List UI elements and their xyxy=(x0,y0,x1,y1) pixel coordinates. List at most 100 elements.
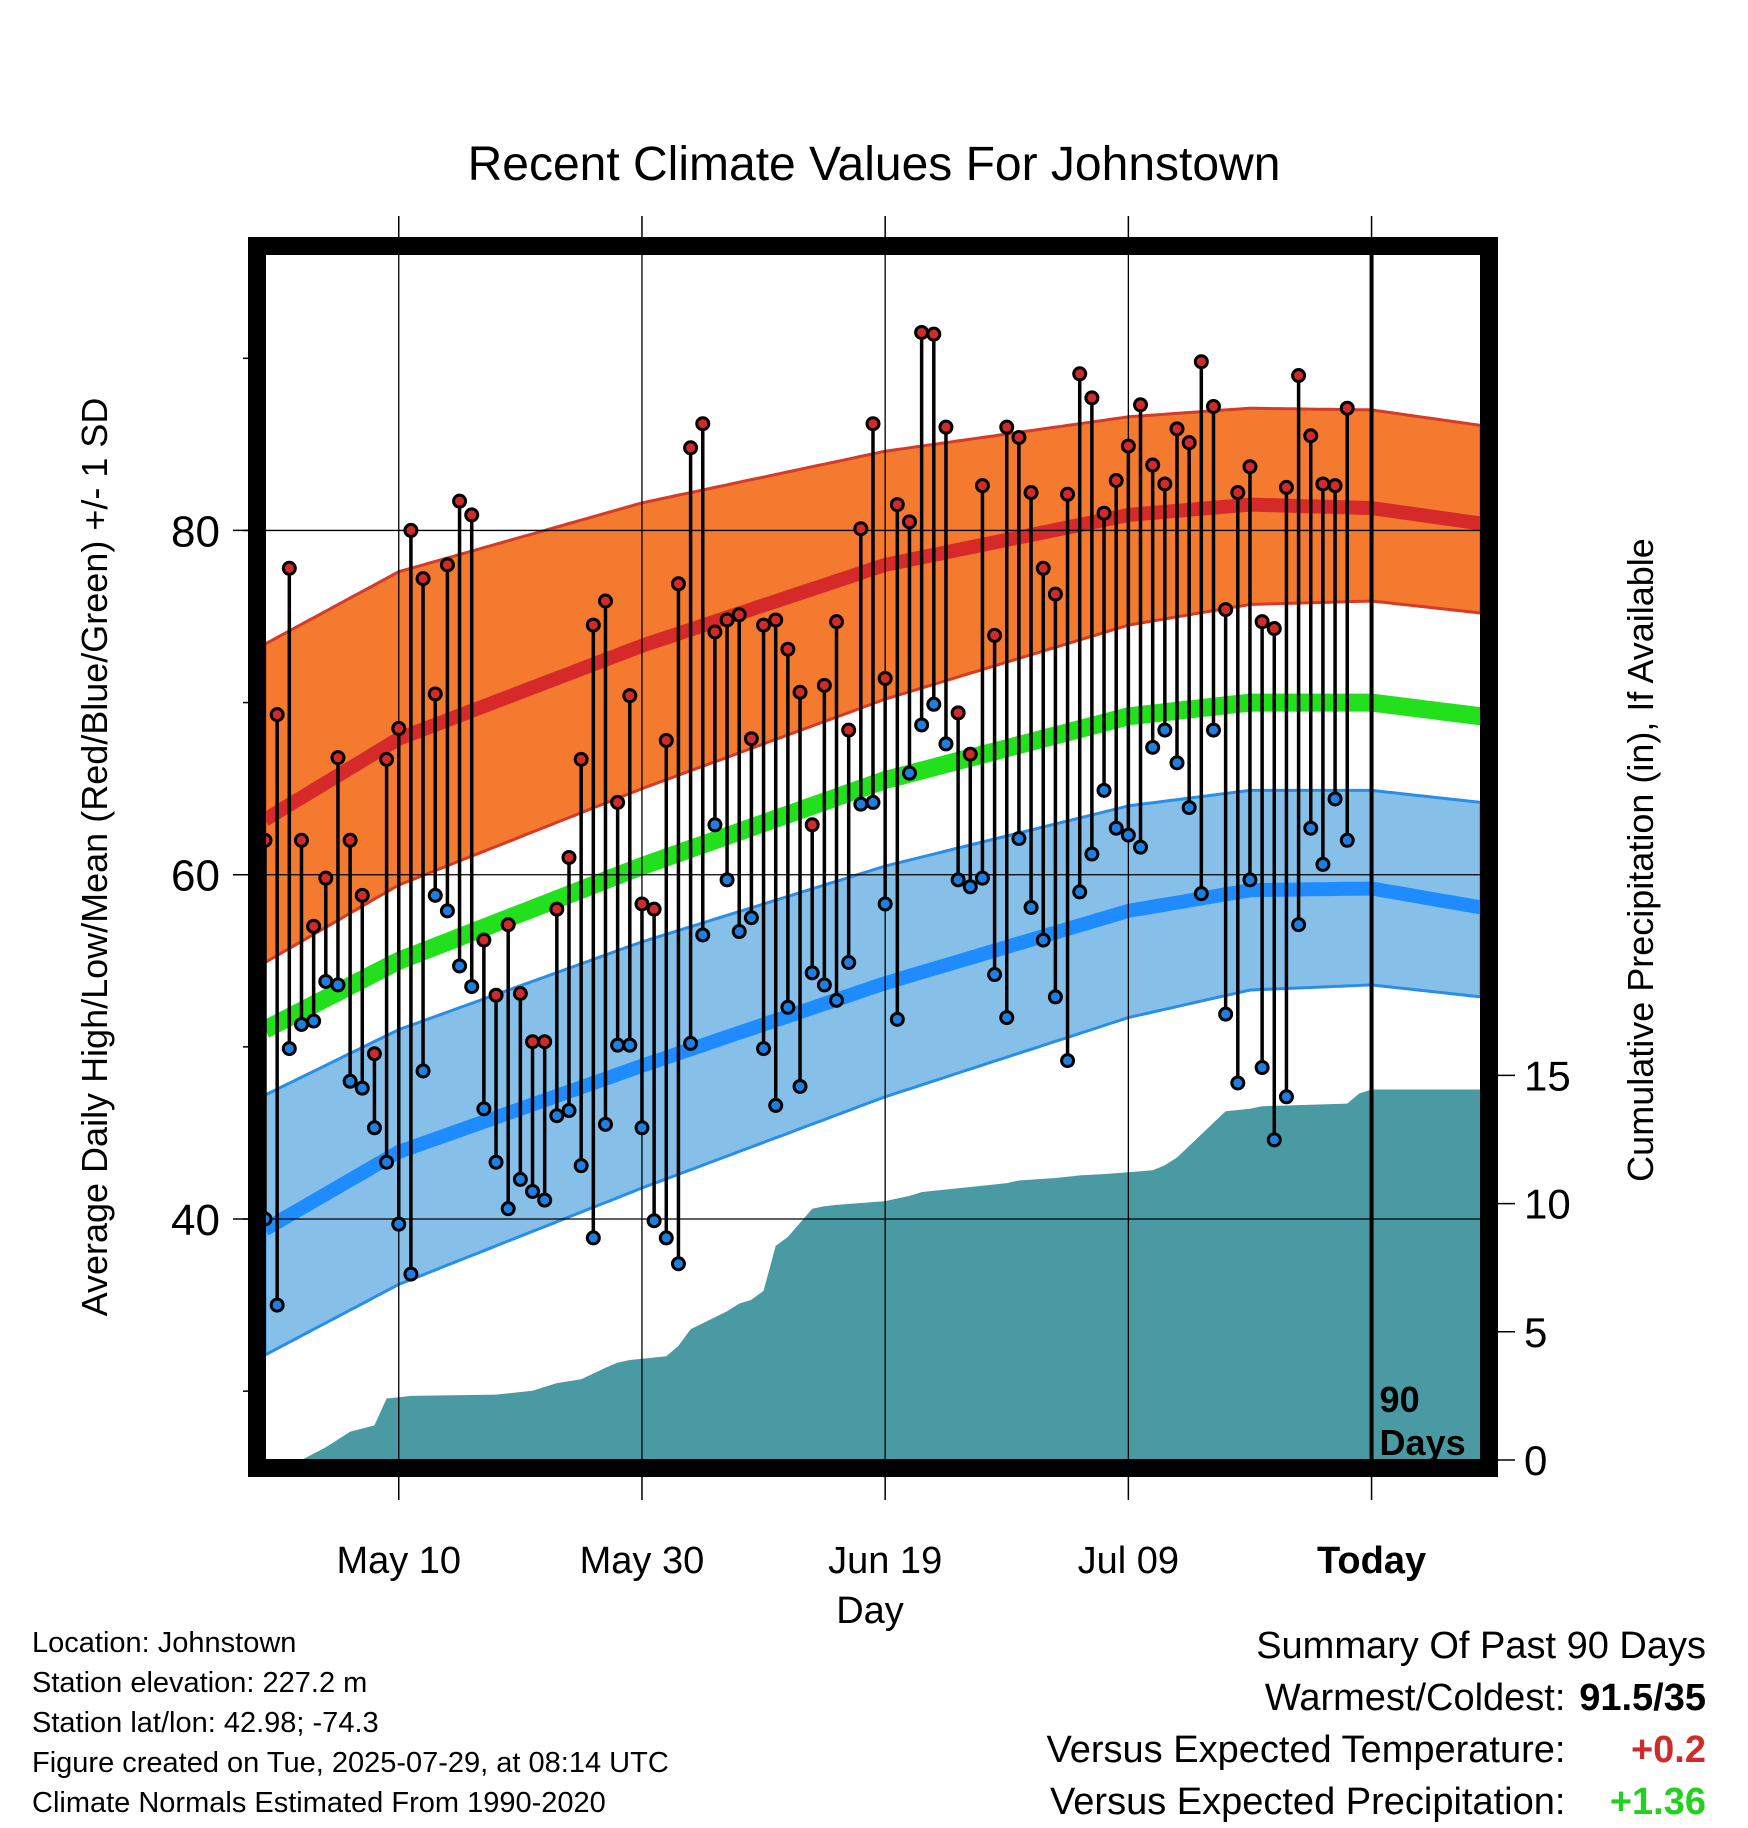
daily-high-point xyxy=(452,493,468,509)
daily-high-point xyxy=(1072,366,1088,382)
daily-high-point xyxy=(476,932,492,948)
daily-high-point xyxy=(464,507,480,523)
daily-high-point xyxy=(622,688,638,704)
daily-low-point xyxy=(1254,1060,1270,1076)
daily-high-point xyxy=(999,419,1015,435)
daily-low-point xyxy=(1266,1132,1282,1148)
daily-low-point xyxy=(1096,782,1112,798)
daily-high-point xyxy=(926,326,942,342)
daily-high-point xyxy=(561,850,577,865)
daily-high-point xyxy=(354,887,370,903)
daily-high-point xyxy=(1193,354,1209,370)
daily-low-point xyxy=(500,1201,516,1217)
daily-low-point xyxy=(1218,1006,1234,1022)
today-marker-label: Days xyxy=(1380,1422,1466,1463)
summary-warmest-row: Warmest/Coldest: 91.5/35 xyxy=(1047,1672,1706,1724)
daily-low-point xyxy=(379,1154,395,1170)
daily-low-point xyxy=(1145,739,1161,755)
daily-high-point xyxy=(756,617,772,633)
y2-axis-label: Cumulative Precipitation (in), If Availa… xyxy=(1620,538,1661,1182)
created-text: Figure created on Tue, 2025-07-29, at 08… xyxy=(32,1747,669,1779)
daily-high-point xyxy=(281,560,297,576)
daily-low-point xyxy=(1303,820,1319,836)
precip-versus-label: Versus Expected Precipitation: xyxy=(1050,1781,1566,1823)
daily-low-point xyxy=(804,965,820,981)
daily-high-point xyxy=(293,832,309,848)
daily-low-point xyxy=(597,1116,613,1132)
daily-high-point xyxy=(1181,435,1197,451)
daily-low-point xyxy=(1011,831,1027,847)
daily-high-point xyxy=(1096,505,1112,521)
y-tick-label: 60 xyxy=(171,852,220,901)
summary-heading: Summary Of Past 90 Days xyxy=(1256,1625,1706,1667)
daily-low-point xyxy=(1072,884,1088,900)
daily-low-point xyxy=(756,1041,772,1057)
daily-low-point xyxy=(926,696,942,712)
daily-low-point xyxy=(816,977,832,993)
daily-high-point xyxy=(549,901,565,917)
daily-low-point xyxy=(853,796,869,812)
x-tick-label: Jul 09 xyxy=(1078,1540,1179,1582)
daily-low-point xyxy=(573,1158,589,1174)
daily-low-point xyxy=(683,1035,699,1051)
y-tick-label: 40 xyxy=(171,1196,220,1245)
daily-low-point xyxy=(731,924,747,940)
daily-high-point xyxy=(391,720,407,736)
daily-low-point xyxy=(1157,722,1173,738)
daily-high-point xyxy=(1230,485,1246,501)
daily-low-point xyxy=(391,1216,407,1232)
daily-low-point xyxy=(1242,872,1258,888)
daily-low-point xyxy=(525,1183,541,1199)
daily-low-point xyxy=(1047,989,1063,1005)
low-normal-line xyxy=(265,881,1481,1236)
daily-high-point xyxy=(342,832,358,848)
daily-low-point xyxy=(889,1011,905,1027)
daily-low-point xyxy=(658,1230,674,1246)
summary-precip-row: Versus Expected Precipitation: +1.36 xyxy=(1047,1776,1706,1828)
daily-low-point xyxy=(415,1063,431,1079)
daily-high-point xyxy=(695,416,711,432)
summary-panel: Summary Of Past 90 Days Warmest/Coldest:… xyxy=(1047,1620,1706,1828)
daily-high-point xyxy=(318,870,334,886)
daily-high-point xyxy=(269,707,285,723)
daily-high-point xyxy=(403,522,419,538)
daily-high-point xyxy=(646,901,662,917)
daily-low-point xyxy=(938,736,954,752)
daily-low-point xyxy=(768,1097,784,1113)
daily-low-point xyxy=(488,1154,504,1170)
daily-high-point xyxy=(1339,400,1355,416)
plot-frame xyxy=(248,237,1498,1477)
daily-high-point xyxy=(1291,368,1307,383)
daily-high-point xyxy=(1266,621,1282,637)
daily-high-point xyxy=(938,419,954,435)
daily-high-point xyxy=(500,917,516,933)
daily-high-point xyxy=(1169,421,1185,437)
daily-low-point xyxy=(452,958,468,974)
daily-high-point xyxy=(829,614,845,630)
x-tick-label: May 10 xyxy=(336,1540,461,1582)
daily-high-point xyxy=(1145,457,1161,473)
daily-high-point xyxy=(512,985,528,1001)
daily-high-point xyxy=(1108,473,1124,489)
daily-high-point xyxy=(1242,459,1258,475)
daily-low-point xyxy=(354,1080,370,1096)
daily-low-point xyxy=(999,1010,1015,1026)
daily-low-point xyxy=(1084,846,1100,862)
daily-high-point xyxy=(1205,398,1221,414)
daily-high-point xyxy=(841,722,857,738)
daily-low-point xyxy=(366,1120,382,1136)
daily-high-point xyxy=(525,1034,541,1050)
daily-low-point xyxy=(610,1037,626,1053)
daily-high-point xyxy=(719,612,735,628)
summary-temp-row: Versus Expected Temperature: +0.2 xyxy=(1047,1724,1706,1776)
temp-versus-value: +0.2 xyxy=(1630,1729,1706,1771)
daily-low-point xyxy=(342,1073,358,1089)
daily-high-point xyxy=(573,751,589,767)
y-axis-label: Average Daily High/Low/Mean (Red/Blue/Gr… xyxy=(74,398,115,1317)
daily-high-point xyxy=(1327,478,1343,494)
daily-high-point xyxy=(585,617,601,633)
daily-high-point xyxy=(683,440,699,456)
y2-tick-label: 15 xyxy=(1524,1052,1571,1099)
daily-high-point xyxy=(634,896,650,912)
